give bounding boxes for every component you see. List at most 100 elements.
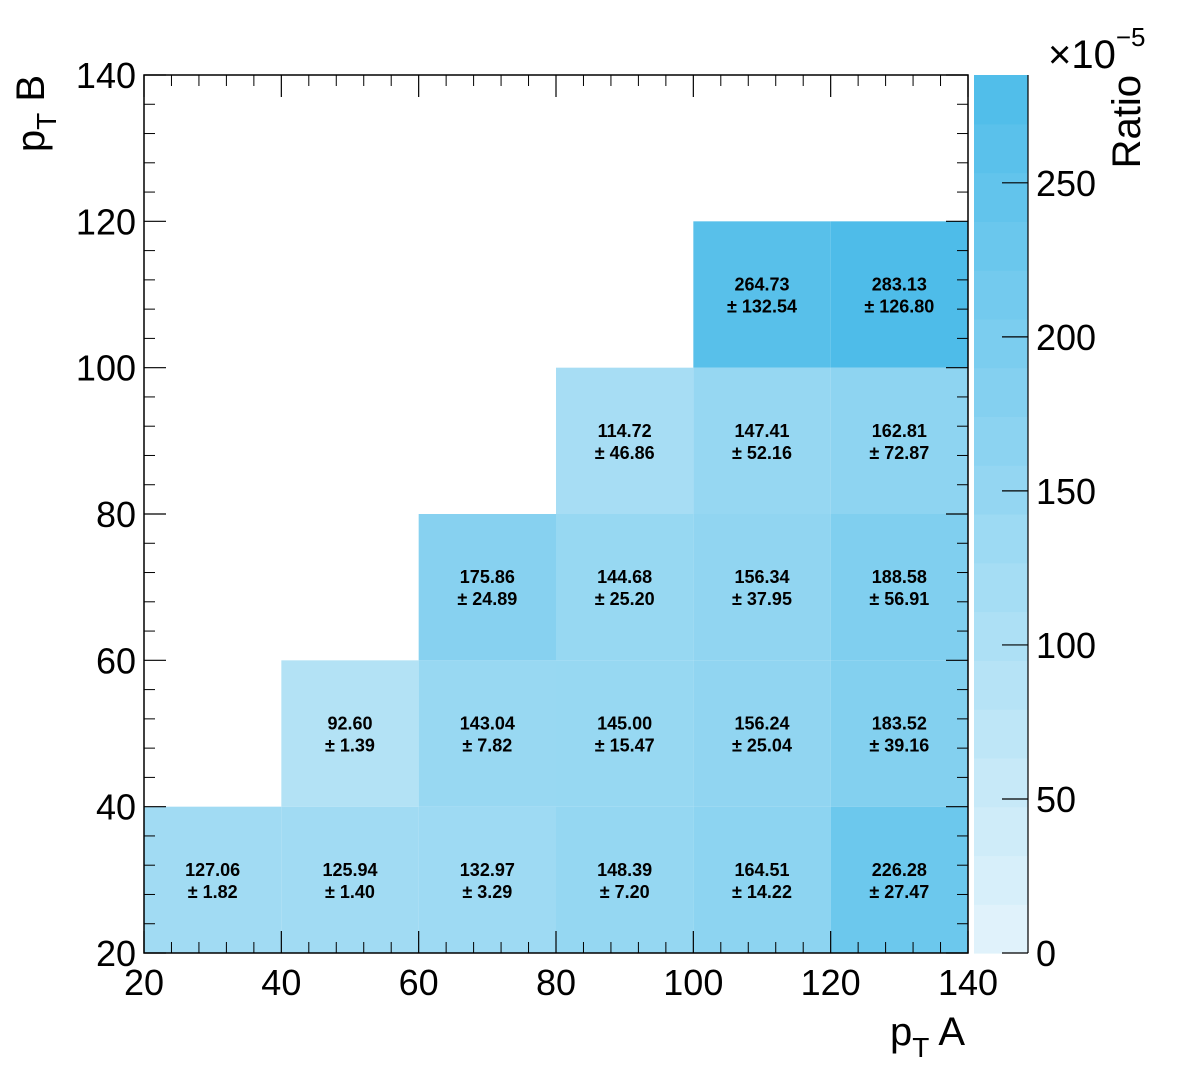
colorbar-title: Ratio (1105, 75, 1149, 168)
cell-error-label: ± 52.16 (732, 443, 792, 463)
colorbar-band (974, 465, 1028, 515)
colorbar-band (974, 75, 1028, 125)
colorbar-tick-label: 150 (1036, 471, 1096, 512)
colorbar-band (974, 562, 1028, 613)
cell-value-label: 125.94 (322, 860, 377, 880)
cell-value-label: 264.73 (734, 275, 789, 295)
cell-error-label: ± 72.87 (869, 443, 929, 463)
heatmap-cell (144, 806, 282, 953)
cell-value-label: 132.97 (460, 860, 515, 880)
cell-error-label: ± 25.20 (595, 589, 655, 609)
heatmap-cell (281, 660, 419, 807)
y-tick-label: 60 (96, 640, 136, 681)
heatmap-cell (693, 221, 831, 368)
cell-value-label: 175.86 (460, 567, 515, 587)
y-tick-label: 20 (96, 933, 136, 974)
y-tick-label: 120 (76, 201, 136, 242)
colorbar-band (974, 416, 1028, 466)
cell-error-label: ± 132.54 (727, 297, 797, 317)
x-tick-label: 80 (536, 962, 576, 1003)
colorbar-band (974, 904, 1028, 954)
heatmap-cell (556, 806, 694, 953)
colorbar-band (974, 611, 1028, 661)
colorbar-band (974, 660, 1028, 710)
y-tick-label: 140 (76, 55, 136, 96)
colorbar-tick-label: 50 (1036, 779, 1076, 820)
heatmap-cell (693, 660, 831, 807)
heatmap-cell (281, 806, 419, 953)
heatmap-cell (418, 514, 556, 661)
heatmap-cell (693, 367, 831, 514)
cell-error-label: ± 37.95 (732, 589, 792, 609)
cell-error-label: ± 56.91 (869, 589, 929, 609)
axis-ticks: 20 40 60 80 100 120 140 20 40 60 80 100 120 140 (76, 55, 998, 1003)
cell-error-label: ± 27.47 (869, 882, 929, 902)
heatmap-cell (556, 367, 694, 514)
heatmap-cell (693, 514, 831, 661)
cell-error-label: ± 1.39 (325, 736, 375, 756)
heatmap-cell (418, 660, 556, 807)
cell-labels: 127.06± 1.82 125.94± 1.40 132.97± 3.29 148.… (185, 275, 934, 902)
cell-value-label: 92.60 (327, 714, 372, 734)
heatmap-cell (830, 660, 968, 807)
heatmap-cell (830, 367, 968, 514)
cell-value-label: 144.68 (597, 567, 652, 587)
cell-error-label: ± 46.86 (595, 443, 655, 463)
cell-error-label: ± 1.82 (188, 882, 238, 902)
colorbar-band (974, 367, 1028, 418)
x-tick-label: 60 (399, 962, 439, 1003)
heatmap-cell (830, 806, 968, 953)
x-tick-label: 120 (801, 962, 861, 1003)
cell-value-label: 188.58 (872, 567, 927, 587)
x-tick-label: 140 (938, 962, 998, 1003)
colorbar: 0 50 100 150 200 250 (974, 75, 1096, 974)
cell-value-label: 114.72 (598, 421, 652, 441)
cell-value-label: 145.00 (597, 714, 652, 734)
y-tick-label: 40 (96, 787, 136, 828)
x-tick-label: 20 (124, 962, 164, 1003)
colorbar-band (974, 855, 1028, 905)
colorbar-tick-label: 200 (1036, 317, 1096, 358)
cell-value-label: 183.52 (872, 714, 927, 734)
heatmap-cell (418, 806, 556, 953)
heatmap-cells (144, 221, 968, 953)
heatmap-cell (830, 514, 968, 661)
y-tick-label: 100 (76, 348, 136, 389)
colorbar-tick-label: 0 (1036, 933, 1056, 974)
colorbar-band (974, 806, 1028, 857)
colorbar-band (974, 318, 1028, 369)
cell-value-label: 162.81 (872, 421, 927, 441)
heatmap-cell (830, 221, 968, 368)
x-tick-label: 40 (261, 962, 301, 1003)
cell-error-label: ± 1.40 (325, 882, 375, 902)
colorbar-band (974, 757, 1028, 808)
cell-error-label: ± 39.16 (869, 736, 929, 756)
cell-error-label: ± 24.89 (457, 589, 517, 609)
cell-value-label: 156.34 (734, 567, 789, 587)
colorbar-multiplier: ×10−5 (1048, 22, 1146, 77)
colorbar-band (974, 514, 1028, 564)
y-tick-label: 80 (96, 494, 136, 535)
colorbar-band (974, 123, 1028, 174)
cell-value-label: 143.04 (460, 714, 515, 734)
cell-value-label: 147.41 (734, 421, 789, 441)
cell-value-label: 283.13 (872, 275, 927, 295)
heatmap-cell (556, 660, 694, 807)
cell-error-label: ± 126.80 (864, 297, 934, 317)
cell-error-label: ± 7.20 (600, 882, 650, 902)
colorbar-tick-label: 250 (1036, 163, 1096, 204)
cell-value-label: 156.24 (734, 714, 789, 734)
heatmap-cell (556, 514, 694, 661)
cell-value-label: 164.51 (734, 860, 789, 880)
cell-error-label: ± 15.47 (595, 736, 655, 756)
x-tick-label: 100 (663, 962, 723, 1003)
cell-error-label: ± 7.82 (462, 736, 512, 756)
y-axis-title: pT B (9, 75, 62, 152)
cell-value-label: 127.06 (185, 860, 240, 880)
x-axis-title: pT A (890, 1010, 965, 1063)
colorbar-band (974, 221, 1028, 271)
cell-error-label: ± 14.22 (732, 882, 792, 902)
colorbar-tick-label: 100 (1036, 625, 1096, 666)
colorbar-band (974, 709, 1028, 759)
